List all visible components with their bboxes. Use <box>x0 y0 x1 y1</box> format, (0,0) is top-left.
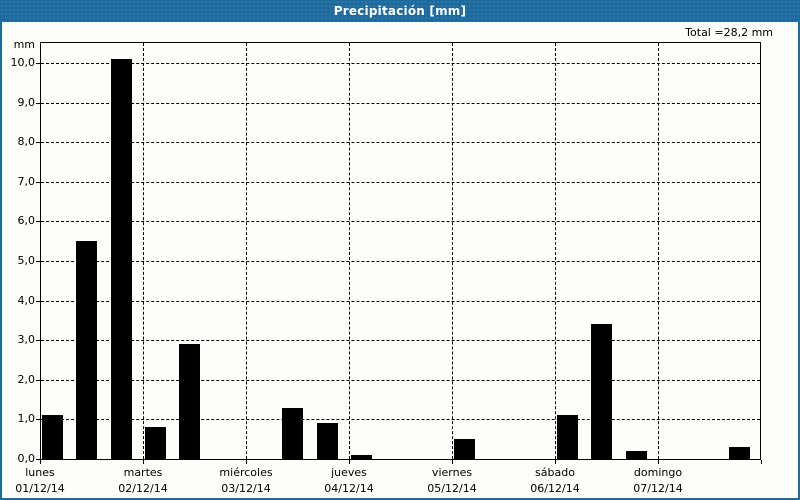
y-tick <box>36 182 40 183</box>
x-tick <box>452 460 453 464</box>
gridline-vertical <box>452 43 453 459</box>
x-date-label: 07/12/14 <box>633 482 683 495</box>
y-tick-label: 2,0 <box>17 373 36 386</box>
x-date-label: 04/12/14 <box>324 482 374 495</box>
x-day-label: martes <box>123 466 163 479</box>
gridline-horizontal <box>41 221 760 222</box>
x-tick <box>246 460 247 464</box>
precipitation-bar <box>351 455 372 459</box>
x-day-label: miércoles <box>219 466 273 479</box>
y-tick <box>36 380 40 381</box>
y-tick <box>36 459 40 460</box>
x-tick <box>761 460 762 464</box>
x-tick <box>40 460 41 464</box>
precipitation-bar <box>626 451 647 459</box>
x-tick <box>555 460 556 464</box>
gridline-horizontal <box>41 261 760 262</box>
y-tick-label: 3,0 <box>17 333 36 346</box>
x-tick <box>143 460 144 464</box>
gridline-horizontal <box>41 380 760 381</box>
x-date-label: 02/12/14 <box>118 482 168 495</box>
x-date-label: 06/12/14 <box>530 482 580 495</box>
x-day-label: viernes <box>431 466 473 479</box>
y-tick-label: 0,0 <box>17 452 36 465</box>
precipitation-bar <box>42 415 63 459</box>
gridline-horizontal <box>41 142 760 143</box>
gridline-horizontal <box>41 301 760 302</box>
y-tick-label: 1,0 <box>17 412 36 425</box>
gridline-vertical <box>246 43 247 459</box>
y-tick-label: 8,0 <box>17 135 36 148</box>
x-date-label: 05/12/14 <box>427 482 477 495</box>
precipitation-bar <box>145 427 166 459</box>
precipitation-bar <box>317 423 338 459</box>
precipitation-bar <box>557 415 578 459</box>
x-tick <box>349 460 350 464</box>
y-tick <box>36 419 40 420</box>
y-tick <box>36 340 40 341</box>
title-bar: Precipitación [mm] <box>0 0 800 22</box>
y-tick-label: 6,0 <box>17 214 36 227</box>
precipitation-bar <box>111 59 132 459</box>
x-tick <box>658 460 659 464</box>
y-tick <box>36 301 40 302</box>
gridline-vertical <box>555 43 556 459</box>
x-date-label: 03/12/14 <box>221 482 271 495</box>
x-date-label: 01/12/14 <box>15 482 65 495</box>
y-tick-label: 10,0 <box>10 56 36 69</box>
y-tick <box>36 261 40 262</box>
precipitation-bar <box>179 344 200 459</box>
total-label: Total =28,2 mm <box>685 26 773 39</box>
chart-title: Precipitación [mm] <box>333 4 467 18</box>
x-day-label: sábado <box>535 466 575 479</box>
y-axis-unit-label: mm <box>13 38 35 51</box>
precipitation-bar <box>591 324 612 459</box>
y-tick-label: 5,0 <box>17 254 36 267</box>
precipitation-bar <box>76 241 97 459</box>
y-tick <box>36 63 40 64</box>
y-tick <box>36 103 40 104</box>
gridline-horizontal <box>41 63 760 64</box>
plot-area <box>40 42 761 460</box>
precipitation-bar <box>454 439 475 459</box>
gridline-vertical <box>143 43 144 459</box>
gridline-horizontal <box>41 103 760 104</box>
precipitation-bar <box>282 408 303 459</box>
gridline-vertical <box>658 43 659 459</box>
gridline-horizontal <box>41 182 760 183</box>
y-tick-label: 7,0 <box>17 175 36 188</box>
x-day-label: domingo <box>633 466 683 479</box>
x-day-label: lunes <box>25 466 55 479</box>
y-tick-label: 4,0 <box>17 294 36 307</box>
y-tick <box>36 221 40 222</box>
x-day-label: jueves <box>331 466 367 479</box>
precipitation-bar <box>729 447 750 459</box>
gridline-horizontal <box>41 340 760 341</box>
y-tick-label: 9,0 <box>17 96 36 109</box>
y-tick <box>36 142 40 143</box>
gridline-horizontal <box>41 419 760 420</box>
gridline-vertical <box>349 43 350 459</box>
